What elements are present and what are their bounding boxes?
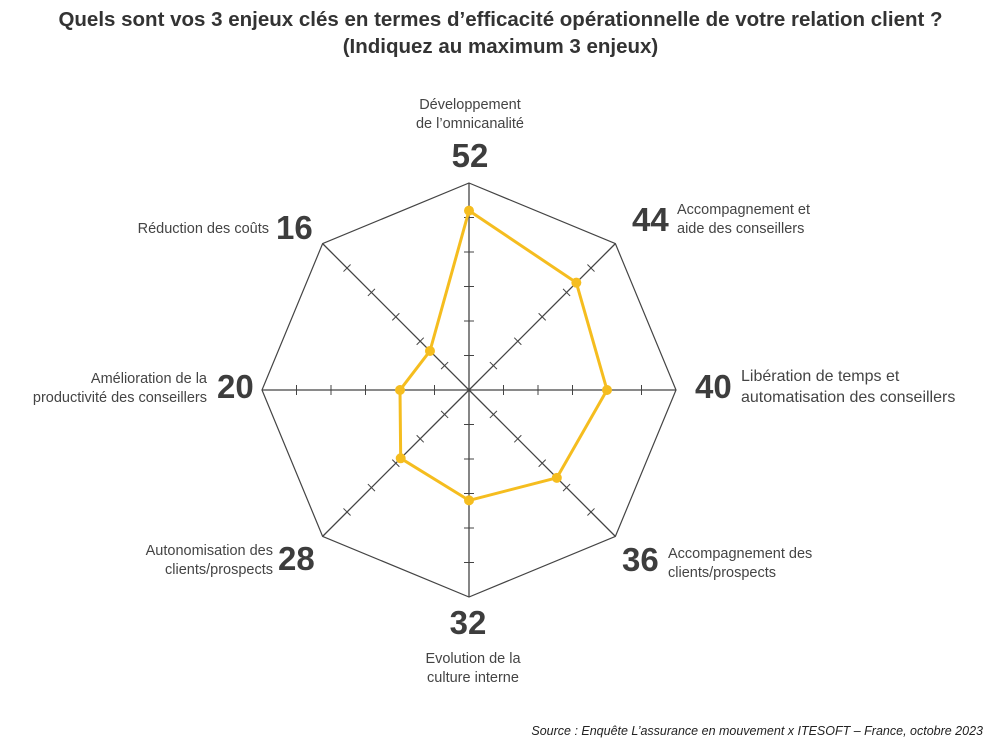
radar-data-point [464,495,474,506]
radar-tick [416,337,425,346]
axis-label-line: culture interne [427,670,519,686]
radar-tick [440,361,449,370]
axis-label-autonomisation: Autonomisation des clients/prospects [146,542,273,580]
radar-data-point [424,345,435,356]
radar-tick [562,288,571,297]
radar-data-point [395,385,405,395]
radar-tick [367,483,376,492]
axis-label-line: clients/prospects [668,565,776,581]
value-label-autonomisation: 28 [278,540,315,577]
chart-title: Quels sont vos 3 enjeux clés en termes d… [0,6,1001,60]
radar-tick [489,410,498,419]
axis-label-line: de l’omnicanalité [415,116,524,132]
radar-data-point [602,385,612,395]
axis-label-line: aide des conseillers [677,221,805,237]
radar-data-point [395,453,406,464]
axis-label-line: Réduction des coûts [137,221,269,237]
radar-tick [440,410,449,419]
axis-label-line: Autonomisation des [145,543,273,559]
radar-tick [538,459,547,468]
axis-label-line: automatisation des conseillers [741,389,956,406]
radar-tick [367,288,376,297]
radar-tick [562,483,571,492]
axis-label-line: Amélioration de la [90,371,207,387]
axis-label-omnicanalite: Développement de l’omnicanalité [370,96,570,134]
axis-label-line: Accompagnement et [677,202,810,218]
title-line-1: Quels sont vos 3 enjeux clés en termes d… [58,8,943,31]
radar-tick [416,434,425,443]
axis-label-productivite: Amélioration de la productivité des cons… [33,370,207,408]
radar-data-point [551,472,562,483]
axis-label-line: clients/prospects [165,562,273,578]
radar-tick [391,459,400,468]
axis-label-liberation-temps: Libération de temps et automatisation de… [741,366,955,408]
source-note: Source : Enquête L’assurance en mouvemen… [531,724,983,738]
radar-tick [391,312,400,321]
value-label-reduction-couts: 16 [276,209,313,246]
axis-label-line: Libération de temps et [741,368,900,385]
axis-label-line: Accompagnement des [668,546,813,562]
value-label-omnicanalite: 52 [451,137,489,174]
radar-tick [587,264,595,272]
value-label-accompagnement-clients: 36 [622,541,659,578]
radar-data-point [571,277,582,288]
axis-label-line: Développement [419,97,521,113]
radar-tick [587,508,595,516]
radar-tick [513,337,522,346]
radar-tick [343,264,351,272]
value-label-productivite: 20 [217,368,254,405]
axis-label-reduction-couts: Réduction des coûts [138,220,269,239]
axis-label-culture-interne: Evolution de la culture interne [373,650,573,688]
radar-tick [513,434,522,443]
radar-data-point [464,205,474,216]
axis-label-accompagnement-conseillers: Accompagnement et aide des conseillers [677,201,810,239]
axis-label-line: productivité des conseillers [32,390,207,406]
value-label-culture-interne: 32 [449,604,487,641]
radar-tick [538,312,547,321]
axis-label-accompagnement-clients: Accompagnement des clients/prospects [668,545,812,583]
radar-tick [489,361,498,370]
title-line-2: (Indiquez au maximum 3 enjeux) [342,35,659,58]
value-label-liberation-temps: 40 [695,368,732,405]
radar-tick [343,508,351,516]
axis-label-line: Evolution de la [425,651,521,667]
value-label-accompagnement-conseillers: 44 [632,201,669,238]
